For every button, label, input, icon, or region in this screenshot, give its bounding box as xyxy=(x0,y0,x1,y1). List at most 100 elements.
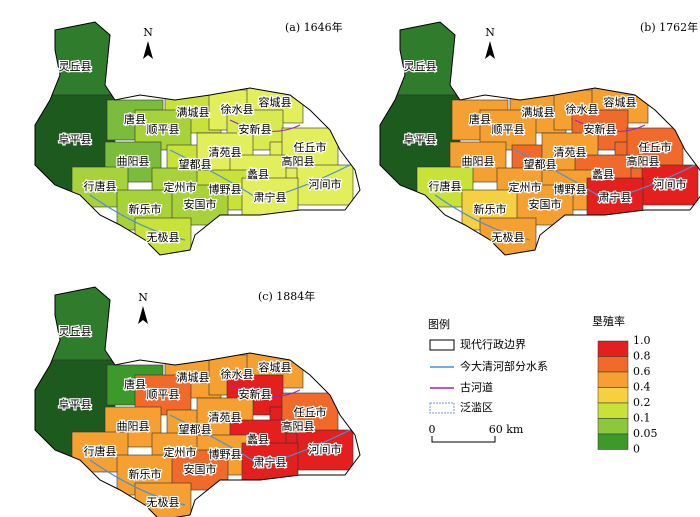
county-label: 定州市 xyxy=(164,445,197,459)
county-label: 肃宁县 xyxy=(599,190,632,204)
county-label: 徐水县 xyxy=(566,102,599,116)
scale-label: 0 xyxy=(429,423,436,436)
county-label: 清苑县 xyxy=(554,146,587,159)
county-label: 行唐县 xyxy=(429,179,462,193)
county-label: 蠡县 xyxy=(247,167,269,181)
color-legend-label: 0 xyxy=(633,443,640,456)
county-label: 曲阳县 xyxy=(117,155,150,168)
scale-label: 60 km xyxy=(489,423,524,436)
panel-title: (c) 1884年 xyxy=(258,289,315,303)
county-label: 博野县 xyxy=(209,183,242,196)
region-outline xyxy=(379,21,700,256)
ancient-river xyxy=(229,384,301,397)
county-label: 蠡县 xyxy=(247,432,269,446)
river xyxy=(89,414,351,506)
county-label: 安国市 xyxy=(184,462,217,476)
county-label: 望都县 xyxy=(179,158,212,171)
county-label: 徐水县 xyxy=(221,102,254,116)
county-label: 容城县 xyxy=(259,360,292,374)
county-label: 河间市 xyxy=(654,177,687,191)
county-label: 清苑县 xyxy=(209,146,242,159)
county-label: 高阳县 xyxy=(282,419,315,433)
county-label: 顺平县 xyxy=(147,388,180,401)
county-label: 无极县 xyxy=(147,495,180,509)
county-label: 任丘市 xyxy=(294,405,327,419)
region-outline xyxy=(34,286,361,517)
county-label: 行唐县 xyxy=(84,179,117,193)
county-label: 河间市 xyxy=(309,442,342,456)
north-arrow xyxy=(143,41,153,59)
legend-item: 今大清河部分水系 xyxy=(460,359,548,373)
county-label: 唐县 xyxy=(469,112,491,126)
panel-title: (b) 1762年 xyxy=(640,20,698,34)
county-label: 容城县 xyxy=(259,95,292,109)
county-label: 高阳县 xyxy=(282,154,315,168)
county-label: 无极县 xyxy=(147,230,180,244)
county-label: 灵丘县 xyxy=(59,60,92,73)
county-label: 徐水县 xyxy=(221,367,254,381)
county-label: 安国市 xyxy=(529,197,562,211)
county-label: 满城县 xyxy=(177,106,210,119)
county-fills xyxy=(380,22,699,255)
legend-title: 图例 xyxy=(428,317,450,331)
county-label: 清苑县 xyxy=(209,411,242,424)
county-label: 灵丘县 xyxy=(404,60,437,73)
county-label: 博野县 xyxy=(209,448,242,461)
county-label: 满城县 xyxy=(177,371,210,384)
river xyxy=(89,149,351,241)
color-legend-label: 0.2 xyxy=(633,396,651,409)
color-legend-label: 0.1 xyxy=(633,412,651,425)
color-swatch xyxy=(597,371,629,388)
legend-item: 现代行政边界 xyxy=(460,337,526,351)
north-label: N xyxy=(138,291,148,304)
color-swatch xyxy=(597,356,629,373)
county-area xyxy=(626,127,684,169)
color-swatch xyxy=(597,340,629,357)
color-swatch xyxy=(597,433,629,450)
county-label: 顺平县 xyxy=(147,123,180,136)
legend-icon xyxy=(429,402,455,414)
county-label: 新乐市 xyxy=(474,202,507,216)
north-label: N xyxy=(143,26,153,39)
county-label: 无极县 xyxy=(492,230,525,244)
color-swatch xyxy=(597,402,629,419)
county-label: 灵丘县 xyxy=(59,325,92,338)
county-label: 满城县 xyxy=(522,106,555,119)
color-legend-label: 1.0 xyxy=(633,334,651,347)
county-label: 唐县 xyxy=(124,112,146,126)
county-label: 新乐市 xyxy=(129,467,162,481)
county-label: 博野县 xyxy=(554,183,587,196)
county-label: 任丘市 xyxy=(294,140,327,154)
color-swatch xyxy=(597,418,629,435)
legend-icon xyxy=(429,339,455,351)
county-label: 曲阳县 xyxy=(117,420,150,433)
county-label: 阜平县 xyxy=(404,133,437,146)
county-label: 行唐县 xyxy=(84,444,117,458)
region-outline xyxy=(34,21,361,256)
county-label: 安新县 xyxy=(584,122,617,136)
county-label: 河间市 xyxy=(309,177,342,191)
north-label: N xyxy=(485,26,495,39)
county-label: 高阳县 xyxy=(627,154,660,168)
county-label: 安新县 xyxy=(239,122,272,136)
county-label: 新乐市 xyxy=(129,202,162,216)
county-label: 任丘市 xyxy=(639,140,672,154)
county-label: 阜平县 xyxy=(59,398,92,411)
north-arrow xyxy=(485,41,495,59)
river xyxy=(434,149,696,241)
color-legend-title: 垦殖率 xyxy=(592,314,625,328)
county-area xyxy=(281,127,339,169)
county-label: 蠡县 xyxy=(592,167,614,181)
county-label: 肃宁县 xyxy=(254,190,287,204)
ancient-river xyxy=(229,119,301,132)
county-label: 安国市 xyxy=(184,197,217,211)
color-swatch xyxy=(597,387,629,404)
ancient-river xyxy=(574,119,646,132)
county-label: 阜平县 xyxy=(59,133,92,146)
county-label: 肃宁县 xyxy=(254,455,287,469)
north-arrow xyxy=(138,306,148,324)
color-legend-label: 0.8 xyxy=(633,350,651,363)
